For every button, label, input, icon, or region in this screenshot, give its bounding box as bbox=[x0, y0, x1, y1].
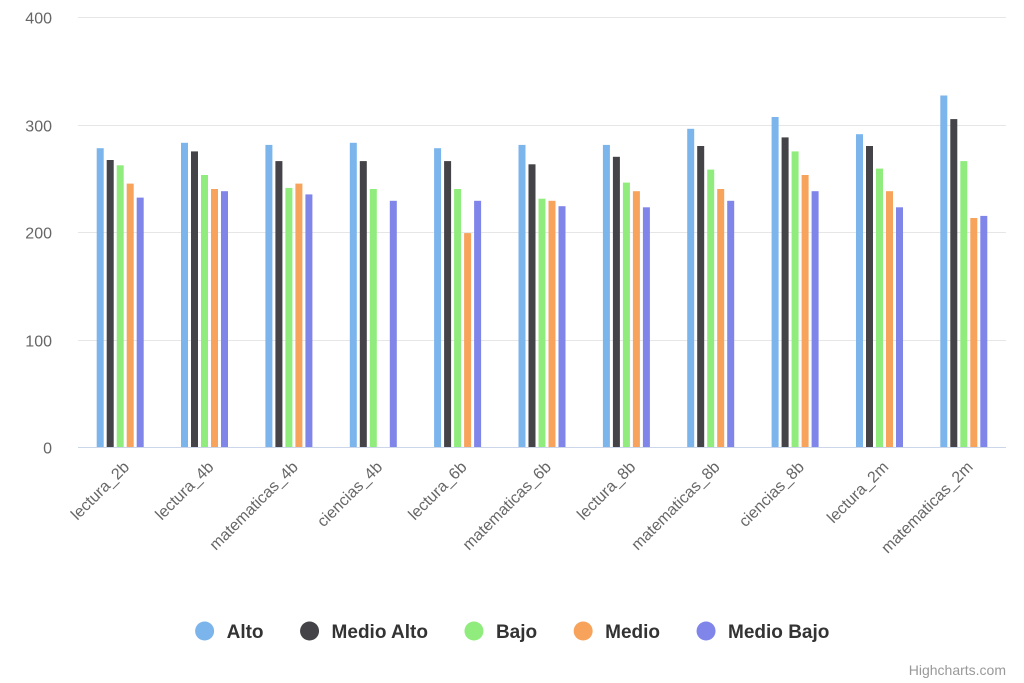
legend-label: Bajo bbox=[496, 622, 537, 643]
x-tick-label: matematicas_8b bbox=[629, 459, 724, 554]
bar[interactable] bbox=[295, 183, 303, 447]
bar[interactable] bbox=[856, 134, 863, 447]
credits-link[interactable]: Highcharts.com bbox=[909, 662, 1006, 678]
legend-item[interactable]: Medio bbox=[573, 621, 660, 644]
bar[interactable] bbox=[980, 215, 988, 447]
legend-label: Medio bbox=[605, 622, 660, 643]
x-tick-label: lectura_8b bbox=[574, 459, 639, 524]
bar[interactable] bbox=[518, 144, 526, 447]
bar[interactable] bbox=[558, 206, 566, 447]
bar[interactable] bbox=[771, 117, 779, 447]
bar[interactable] bbox=[548, 200, 556, 447]
bar[interactable] bbox=[602, 144, 610, 447]
x-tick-label: matematicas_6b bbox=[460, 459, 555, 554]
y-tick-label: 0 bbox=[43, 441, 52, 458]
bar[interactable] bbox=[896, 207, 903, 447]
bar[interactable] bbox=[369, 189, 377, 447]
legend-label: Medio Bajo bbox=[728, 622, 829, 643]
bar[interactable] bbox=[632, 191, 640, 447]
x-tick-label: lectura_4b bbox=[153, 459, 218, 524]
bar[interactable] bbox=[717, 189, 725, 447]
bar[interactable] bbox=[970, 218, 978, 447]
bar[interactable] bbox=[454, 189, 462, 447]
bar[interactable] bbox=[191, 151, 198, 447]
bar[interactable] bbox=[474, 200, 482, 447]
bar[interactable] bbox=[811, 191, 819, 447]
bar[interactable] bbox=[136, 197, 144, 447]
bar[interactable] bbox=[727, 200, 735, 447]
bar[interactable] bbox=[116, 165, 124, 448]
legend-marker bbox=[300, 621, 320, 641]
bar[interactable] bbox=[801, 175, 809, 447]
bar[interactable] bbox=[434, 148, 442, 447]
bar[interactable] bbox=[106, 160, 114, 447]
x-tick-label: lectura_6b bbox=[406, 459, 471, 524]
y-axis: 0 100 200 300 400 bbox=[25, 11, 52, 458]
bar[interactable] bbox=[707, 169, 715, 447]
bar[interactable] bbox=[181, 142, 188, 448]
x-tick-label: ciencias_8b bbox=[736, 459, 808, 531]
bar[interactable] bbox=[697, 146, 705, 447]
legend-item[interactable]: Bajo bbox=[464, 621, 537, 644]
x-tick-label: lectura_2m bbox=[824, 459, 892, 527]
bar[interactable] bbox=[538, 198, 546, 447]
bar[interactable] bbox=[285, 187, 293, 447]
x-tick-label: matematicas_4b bbox=[207, 459, 302, 554]
bar[interactable] bbox=[221, 191, 228, 447]
legend-item[interactable]: Medio Alto bbox=[300, 621, 428, 644]
bar[interactable] bbox=[444, 161, 452, 447]
bar[interactable] bbox=[866, 146, 873, 447]
bar[interactable] bbox=[528, 164, 536, 448]
bar[interactable] bbox=[781, 137, 789, 447]
legend-marker bbox=[573, 621, 593, 641]
bar[interactable] bbox=[791, 151, 799, 447]
bar[interactable] bbox=[211, 189, 218, 447]
bar[interactable] bbox=[359, 161, 367, 447]
legend-marker bbox=[195, 621, 215, 641]
bar[interactable] bbox=[305, 194, 313, 447]
bar[interactable] bbox=[940, 95, 948, 448]
bar[interactable] bbox=[876, 168, 883, 447]
legend-marker bbox=[464, 621, 484, 641]
bar[interactable] bbox=[612, 156, 620, 448]
bar[interactable] bbox=[960, 161, 968, 447]
bar[interactable] bbox=[96, 148, 104, 447]
bar[interactable] bbox=[389, 200, 397, 447]
bar[interactable] bbox=[275, 161, 283, 447]
bar[interactable] bbox=[886, 191, 893, 447]
legend-marker bbox=[696, 621, 716, 641]
legend-item[interactable]: Alto bbox=[195, 621, 264, 644]
bar[interactable] bbox=[950, 119, 958, 447]
y-tick-label: 200 bbox=[25, 226, 52, 243]
bar[interactable] bbox=[349, 142, 357, 448]
bar[interactable] bbox=[642, 207, 650, 447]
legend-label: Alto bbox=[227, 622, 264, 643]
y-tick-label: 100 bbox=[25, 334, 52, 351]
legend: Alto Medio Alto Bajo Medio Medio Bajo bbox=[195, 621, 830, 644]
bar[interactable] bbox=[622, 182, 630, 447]
bar[interactable] bbox=[687, 128, 695, 448]
bar[interactable] bbox=[265, 144, 273, 447]
legend-item[interactable]: Medio Bajo bbox=[696, 621, 830, 644]
x-tick-label: lectura_2b bbox=[68, 459, 133, 524]
bar[interactable] bbox=[126, 183, 134, 447]
x-tick-label: matematicas_2m bbox=[878, 459, 976, 557]
bar[interactable] bbox=[201, 175, 208, 447]
y-tick-label: 300 bbox=[25, 119, 52, 136]
bar[interactable] bbox=[464, 233, 472, 447]
legend-label: Medio Alto bbox=[332, 622, 428, 643]
bars bbox=[96, 95, 988, 448]
y-tick-label: 400 bbox=[25, 11, 52, 28]
x-tick-label: ciencias_4b bbox=[314, 459, 386, 531]
